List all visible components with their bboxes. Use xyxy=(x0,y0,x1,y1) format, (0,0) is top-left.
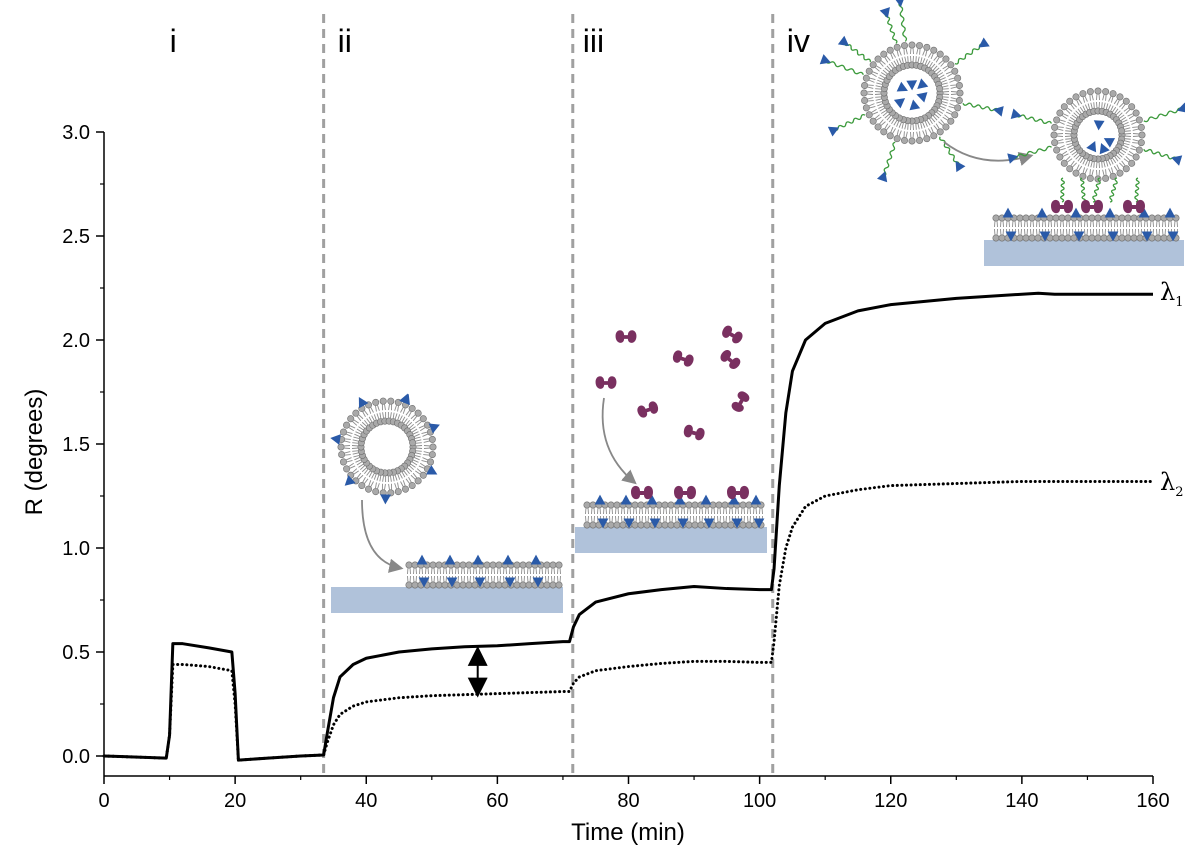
y-tick-label: 0.0 xyxy=(62,746,90,768)
x-axis-title: Time (min) xyxy=(571,819,685,846)
x-tick-label: 80 xyxy=(617,790,639,812)
x-tick-label: 0 xyxy=(98,790,109,812)
series-line-2 xyxy=(102,479,1155,762)
y-tick-label: 3.0 xyxy=(62,122,90,144)
y-tick-label: 0.5 xyxy=(62,642,90,664)
phase-label-i: i xyxy=(170,23,177,59)
x-tick-label: 60 xyxy=(486,790,508,812)
phase-label-iii: iii xyxy=(583,23,604,59)
illustration-iv xyxy=(819,0,1185,266)
axes: 0 20 40 60 80 100 120 140 160 0.0 0.5 1.0 1.5 2.0 2.5… xyxy=(62,122,1170,812)
illustration-ii xyxy=(329,391,563,613)
x-tick-label: 20 xyxy=(224,790,246,812)
x-tick-label: 140 xyxy=(1005,790,1038,812)
x-ticks: 0 20 40 60 80 100 120 140 160 xyxy=(98,776,1170,812)
phase-label-ii: ii xyxy=(338,23,352,59)
series-layer xyxy=(102,291,1155,762)
y-tick-label: 2.0 xyxy=(62,330,90,352)
phase-label-iv: iv xyxy=(787,23,810,59)
x-tick-label: 40 xyxy=(355,790,377,812)
schematic-illustrations xyxy=(329,0,1185,613)
y-ticks: 0.0 0.5 1.0 1.5 2.0 2.5 3.0 xyxy=(62,122,104,768)
series-label-lambda1: λ1 xyxy=(1160,278,1184,310)
phase-labels: i ii iii iv xyxy=(170,23,810,59)
y-axis-title: R (degrees) xyxy=(21,389,48,516)
y-tick-label: 2.5 xyxy=(62,226,90,248)
y-tick-label: 1.5 xyxy=(62,434,90,456)
series-label-lambda2: λ2 xyxy=(1160,468,1184,500)
y-tick-label: 1.0 xyxy=(62,538,90,560)
x-tick-label: 160 xyxy=(1136,790,1169,812)
x-tick-label: 120 xyxy=(874,790,907,812)
illustration-iii xyxy=(575,323,767,553)
x-tick-label: 100 xyxy=(743,790,776,812)
